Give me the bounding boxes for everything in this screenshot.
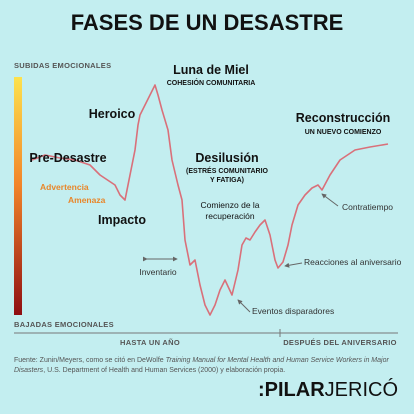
phase-label: Pre-Desastre: [29, 151, 106, 165]
arrow: [284, 262, 303, 268]
warning: Advertencia: [40, 182, 89, 192]
logo-part: PILAR: [265, 379, 326, 401]
annotation: Reacciones al aniversario: [304, 257, 402, 267]
phase-label: Reconstrucción: [296, 111, 390, 125]
phase-sub: (ESTRÉS COMUNITARIO: [186, 166, 268, 175]
logo-part: :: [258, 379, 265, 401]
phase-sub: COHESIÓN COMUNITARIA: [167, 78, 256, 87]
source-part: Disasters: [14, 367, 44, 374]
title: FASES DE UN DESASTRE: [71, 10, 344, 35]
source: Fuente: Zunin/Meyers, como se citó en De…: [14, 357, 389, 364]
scale-bottom: BAJADAS EMOCIONALES: [14, 320, 114, 329]
source-part: Training Manual for Mental Health and Hu…: [166, 357, 390, 364]
phase-label: Impacto: [98, 213, 146, 227]
annotation: recuperación: [205, 211, 254, 221]
source-part: Fuente: Zunin/Meyers, como se citó en De…: [14, 357, 166, 364]
scale-top: SUBIDAS EMOCIONALES: [14, 61, 111, 70]
phase-label: Desilusión: [195, 151, 258, 165]
time-first: HASTA UN AÑO: [120, 338, 180, 347]
arrow: [237, 299, 251, 313]
annotation: Eventos disparadores: [252, 306, 334, 316]
source-part: , U.S. Department of Health and Human Se…: [43, 367, 285, 374]
phase-sub: Y FATIGA): [210, 177, 244, 184]
time-second: DESPUÉS DEL ANIVERSARIO: [283, 338, 397, 347]
annotation: Inventario: [139, 267, 177, 277]
annotation: Comienzo de la: [200, 200, 259, 210]
logo-part: JERICÓ: [325, 378, 398, 401]
phase-sub: UN NUEVO COMIENZO: [305, 129, 382, 136]
annotation: Contratiempo: [342, 202, 393, 212]
phase-label: Heroico: [89, 107, 136, 121]
logo: :PILARJERICÓ: [258, 378, 398, 401]
warning: Amenaza: [68, 195, 106, 205]
emotion-gradient: [14, 77, 22, 315]
arrow: [321, 193, 339, 207]
source: Disasters, U.S. Department of Health and…: [14, 367, 285, 374]
phase-label: Luna de Miel: [173, 63, 249, 77]
emotion-curve: [31, 84, 389, 316]
